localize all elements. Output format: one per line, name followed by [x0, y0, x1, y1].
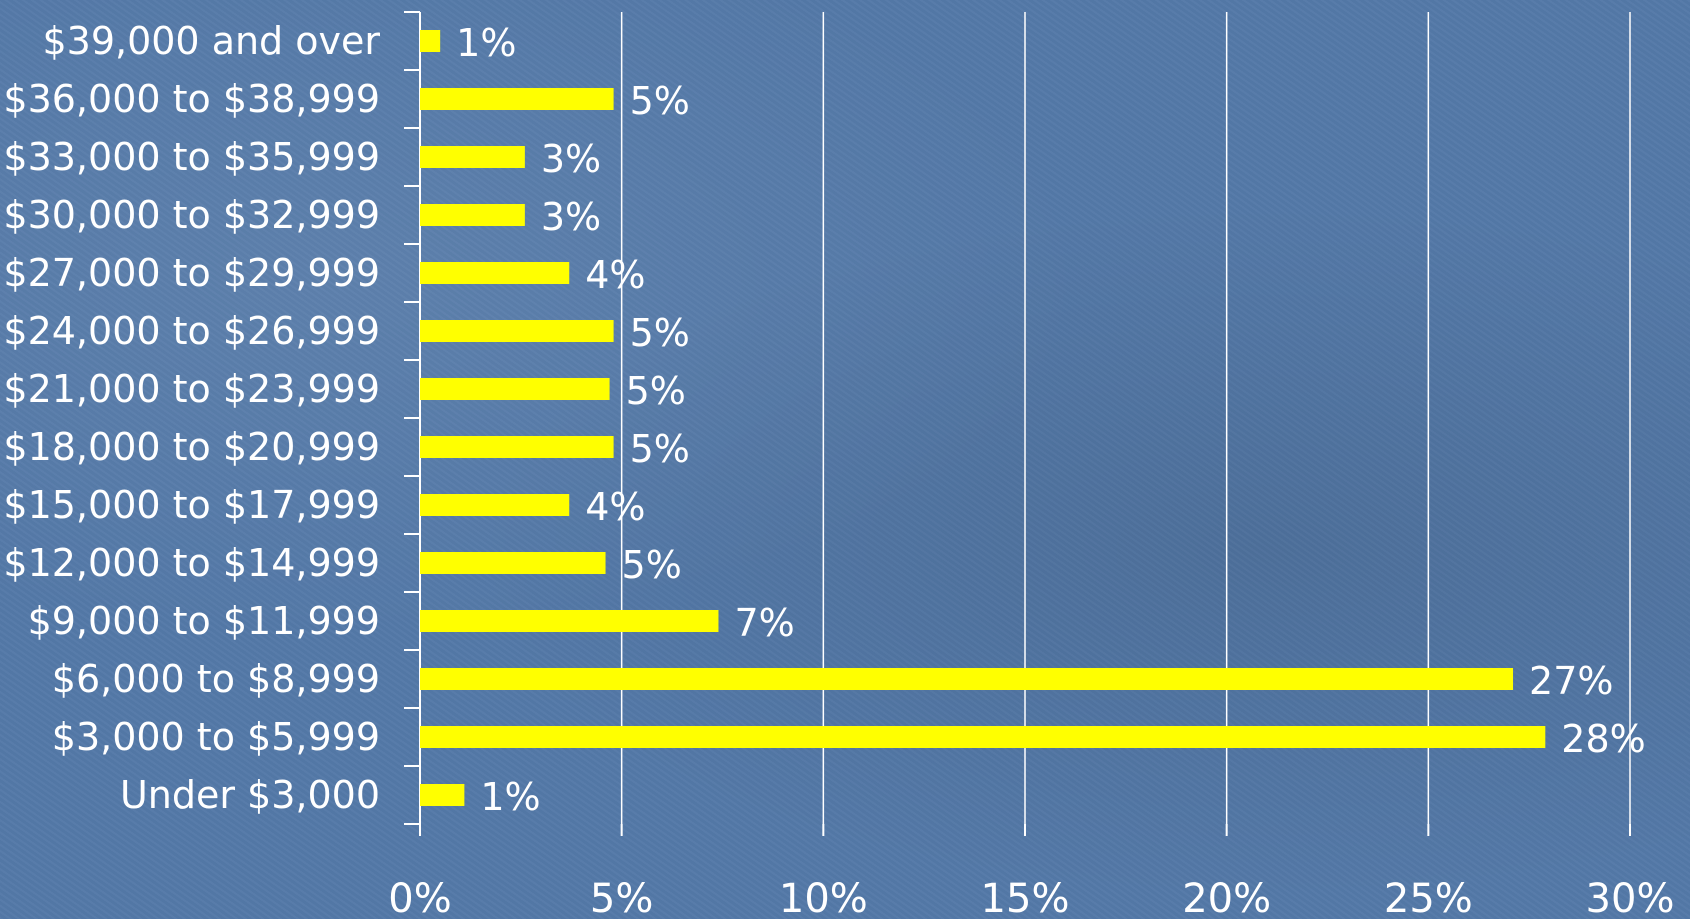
bar-1 [420, 88, 614, 110]
data-label-6: 5% [626, 369, 686, 413]
data-label-1: 5% [630, 79, 690, 123]
data-label-4: 4% [585, 253, 645, 297]
category-label-9: $12,000 to $14,999 [3, 541, 380, 585]
x-tick-label-1: 5% [590, 876, 653, 919]
category-label-8: $15,000 to $17,999 [3, 483, 380, 527]
grid-lines [620, 12, 1631, 824]
x-tick-label-6: 30% [1586, 876, 1675, 919]
bar-9 [420, 552, 606, 574]
category-label-4: $27,000 to $29,999 [3, 251, 380, 295]
category-label-1: $36,000 to $38,999 [3, 77, 380, 121]
category-label-3: $30,000 to $32,999 [3, 193, 380, 237]
bar-4 [420, 262, 570, 284]
data-label-8: 4% [585, 485, 645, 529]
category-label-13: Under $3,000 [120, 773, 380, 817]
x-tick-label-3: 15% [981, 876, 1070, 919]
data-label-9: 5% [622, 543, 682, 587]
category-label-12: $3,000 to $5,999 [52, 715, 380, 759]
data-label-7: 5% [630, 427, 690, 471]
category-label-10: $9,000 to $11,999 [28, 599, 380, 643]
category-label-0: $39,000 and over [42, 19, 380, 63]
axes [404, 11, 1631, 836]
labels: 0% 5% 10% 15% 20% 25% 30% $39,000 and over 1% $36… [3, 19, 1674, 919]
bar-11 [420, 668, 1514, 690]
bars [420, 30, 1546, 806]
bar-13 [420, 784, 465, 806]
data-label-13: 1% [480, 775, 540, 819]
bar-0 [420, 30, 441, 52]
bar-10 [420, 610, 719, 632]
bar-12 [420, 726, 1546, 748]
x-tick-label-4: 20% [1182, 876, 1271, 919]
bar-8 [420, 494, 570, 516]
data-label-5: 5% [630, 311, 690, 355]
category-label-6: $21,000 to $23,999 [3, 367, 380, 411]
bar-7 [420, 436, 614, 458]
x-tick-label-2: 10% [779, 876, 868, 919]
bar-6 [420, 378, 610, 400]
data-label-12: 28% [1561, 717, 1645, 761]
category-label-7: $18,000 to $20,999 [3, 425, 380, 469]
category-label-2: $33,000 to $35,999 [3, 135, 380, 179]
category-label-5: $24,000 to $26,999 [3, 309, 380, 353]
data-label-0: 1% [456, 21, 516, 65]
bar-2 [420, 146, 525, 168]
data-label-11: 27% [1529, 659, 1613, 703]
x-tick-label-5: 25% [1384, 876, 1473, 919]
bar-3 [420, 204, 525, 226]
category-label-11: $6,000 to $8,999 [52, 657, 380, 701]
data-label-3: 3% [541, 195, 601, 239]
x-tick-label-0: 0% [388, 876, 451, 919]
data-label-2: 3% [541, 137, 601, 181]
data-label-10: 7% [734, 601, 794, 645]
bar-5 [420, 320, 614, 342]
